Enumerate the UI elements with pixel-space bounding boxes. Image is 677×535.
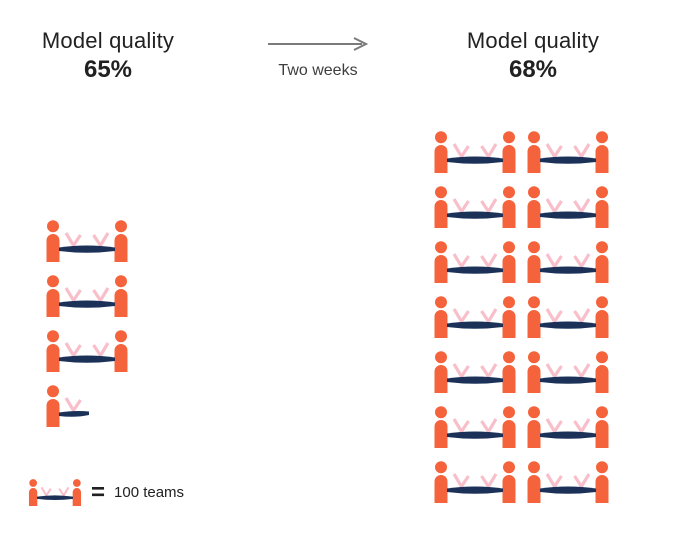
- team-at-table-icon: [527, 186, 609, 228]
- team-at-table-icon: [434, 351, 516, 393]
- team-at-table-icon: [527, 131, 609, 173]
- before-value: 65%: [83, 56, 133, 83]
- half-team-at-table-icon: [46, 385, 89, 427]
- right-arrow-icon: [268, 37, 369, 51]
- team-at-table-icon: [46, 275, 128, 317]
- team-at-table-icon: [28, 479, 82, 506]
- after-title: Model quality: [466, 28, 600, 53]
- legend-label: 100 teams: [114, 484, 185, 501]
- team-at-table-icon: [434, 296, 516, 338]
- team-at-table-icon: [434, 186, 516, 228]
- team-at-table-icon: [434, 241, 516, 283]
- team-at-table-icon: [434, 131, 516, 173]
- after-header: Model quality 68%: [447, 28, 619, 84]
- team-at-table-icon: [46, 330, 128, 372]
- transition-label: Two weeks: [278, 62, 358, 79]
- team-at-table-icon: [434, 461, 516, 503]
- team-at-table-icon: [527, 351, 609, 393]
- legend: = 100 teams: [28, 479, 184, 506]
- transition: Two weeks: [260, 36, 376, 80]
- after-icon-grid: [433, 131, 610, 503]
- team-at-table-icon: [527, 241, 609, 283]
- team-at-table-icon: [527, 461, 609, 503]
- team-at-table-icon: [434, 406, 516, 448]
- team-at-table-icon: [527, 296, 609, 338]
- after-value: 68%: [508, 56, 558, 83]
- team-at-table-icon: [527, 406, 609, 448]
- before-title: Model quality: [41, 28, 175, 53]
- before-header: Model quality 65%: [22, 28, 194, 84]
- legend-equals-sign: =: [91, 478, 106, 506]
- before-icon-grid: [45, 220, 129, 427]
- team-at-table-icon: [46, 220, 128, 262]
- legend-icon-slot: [28, 479, 82, 506]
